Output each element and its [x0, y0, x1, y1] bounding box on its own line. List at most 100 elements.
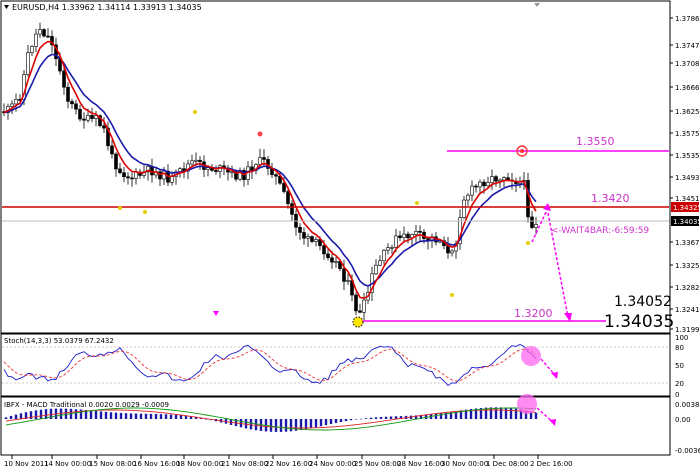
- macd-bar: [104, 411, 108, 419]
- macd-bar: [159, 414, 163, 419]
- candle-body: [298, 226, 302, 233]
- price-tick-label: 1.31990: [675, 326, 700, 334]
- candle-body: [258, 157, 262, 165]
- level-price-tag: [671, 202, 699, 212]
- candle-body: [446, 245, 450, 254]
- macd-bar: [199, 418, 203, 419]
- candle-body: [194, 159, 198, 162]
- fractal-dot: [143, 210, 147, 214]
- candle-body: [478, 181, 482, 188]
- candle-body: [138, 171, 142, 176]
- current-price-tag-text: 1.34035: [673, 218, 700, 226]
- price-tick-label: 1.36250: [675, 108, 700, 116]
- low-marker-icon: [352, 316, 364, 328]
- stoch-highlight-circle: [521, 346, 541, 366]
- price-tick-label: 1.35350: [675, 152, 700, 160]
- macd-bar: [144, 413, 148, 419]
- macd-panel-frame: [0, 396, 671, 456]
- macd-axis: 0.0038 0.00 -0.0036: [675, 401, 700, 455]
- candle-body: [414, 231, 418, 235]
- macd-bar: [414, 415, 418, 419]
- candles-group: [2, 22, 538, 321]
- macd-bar: [529, 411, 533, 419]
- time-tick-label: 28 Nov 16:00: [397, 460, 444, 468]
- macd-bar: [249, 419, 253, 430]
- macd-bar: [304, 419, 308, 430]
- macd-bar: [494, 407, 498, 419]
- ma-fast-line: [3, 40, 537, 300]
- macd-bar: [294, 419, 298, 431]
- candle-body: [402, 233, 406, 238]
- macd-bar: [424, 414, 428, 419]
- time-tick-label: 1 Dec 08:00: [486, 460, 529, 468]
- candle-body: [326, 253, 330, 259]
- level-price-tag-text: 1.34325: [673, 204, 700, 212]
- macd-bar: [499, 407, 503, 419]
- level-label-13200: 1.3200: [514, 307, 553, 320]
- macd-bar: [149, 413, 153, 419]
- candle-body: [10, 103, 14, 107]
- price-tick-label: 1.36660: [675, 84, 700, 92]
- macd-bar: [354, 419, 358, 420]
- candle-body: [26, 52, 30, 75]
- chart-shift-marker-icon[interactable]: [534, 3, 540, 7]
- macd-bar: [329, 419, 333, 425]
- macd-bar: [454, 411, 458, 419]
- macd-bar: [29, 411, 33, 419]
- stoch-tick-label: 20: [675, 380, 684, 388]
- candle-body: [162, 170, 166, 180]
- macd-bar: [84, 409, 88, 419]
- candle-body: [230, 171, 234, 174]
- fractal-dot: [257, 131, 263, 137]
- candle-body: [198, 159, 202, 163]
- candle-body: [250, 166, 254, 171]
- price-tick-label: 1.37860: [675, 15, 700, 23]
- macd-arrow-line: [536, 407, 554, 423]
- macd-bar: [109, 412, 113, 419]
- candle-body: [30, 46, 34, 53]
- fractal-down-icon: [213, 311, 219, 316]
- symbol-dropdown-icon[interactable]: [4, 5, 9, 9]
- candle-body: [526, 180, 530, 218]
- candle-body: [86, 115, 90, 121]
- macd-bar: [299, 419, 303, 431]
- macd-bar: [474, 408, 478, 419]
- candle-body: [302, 232, 306, 239]
- macd-bar: [389, 416, 393, 419]
- candle-body: [474, 185, 478, 188]
- macd-label: IBFX - MACD Traditional 0.0020 0.0029 -0…: [4, 401, 169, 409]
- candle-body: [406, 233, 410, 239]
- candle-body: [118, 168, 122, 174]
- price-tick-label: 1.32410: [675, 306, 700, 314]
- candle-body: [330, 257, 334, 263]
- price-tick-label: 1.37475: [675, 42, 700, 50]
- symbol-info: EURUSD,H4 1.33962 1.34114 1.33913 1.3403…: [12, 3, 202, 12]
- wait-bar-timer: <-WAIT4BAR:-6:59:59: [551, 226, 649, 236]
- stoch-arrowhead-icon: [551, 372, 558, 379]
- macd-highlight-circle: [517, 394, 537, 414]
- macd-bar: [129, 413, 133, 419]
- candle-body: [378, 260, 382, 266]
- macd-bar: [14, 414, 18, 419]
- macd-bar: [169, 414, 173, 419]
- macd-bar: [309, 419, 313, 429]
- candle-body: [102, 125, 106, 129]
- macd-bar: [459, 410, 463, 419]
- stoch-axis: 100 80 50 20 0: [675, 334, 688, 399]
- macd-bar: [394, 416, 398, 419]
- macd-bar: [289, 419, 293, 432]
- price-tick-label: 1.32820: [675, 284, 700, 292]
- candle-body: [42, 29, 46, 37]
- candle-body: [290, 203, 294, 215]
- macd-bar: [19, 413, 23, 419]
- candle-body: [78, 108, 82, 120]
- candle-body: [282, 182, 286, 192]
- stoch-main-line: [3, 343, 537, 386]
- macd-bar: [49, 408, 53, 419]
- macd-bar: [204, 419, 208, 420]
- candle-body: [146, 166, 150, 173]
- macd-bar: [324, 419, 328, 426]
- macd-bar: [269, 419, 273, 432]
- rebound-arrow-line: [531, 209, 548, 243]
